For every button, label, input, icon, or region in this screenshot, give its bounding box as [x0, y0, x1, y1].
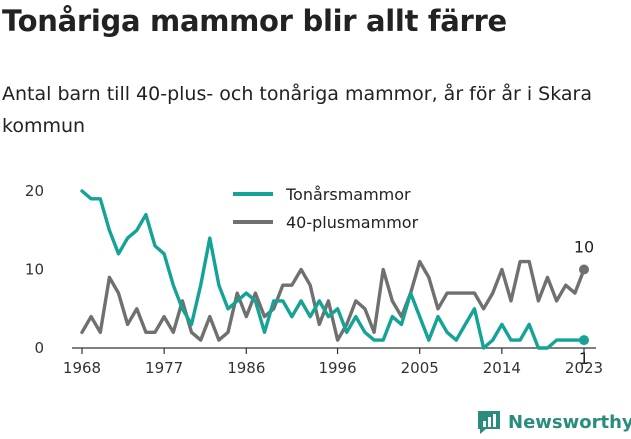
newsworthy-logo: Newsworthy	[476, 408, 631, 436]
chart-title: Tonåriga mammor blir allt färre	[2, 4, 507, 38]
end-point-tonarsmammor	[579, 335, 589, 346]
x-tick-label: 1996	[318, 359, 356, 377]
chart-subtitle: Antal barn till 40-plus- och tonåriga ma…	[2, 83, 592, 137]
x-tick-label: 1986	[227, 359, 265, 377]
series-line-tonarsmammor	[80, 189, 586, 350]
x-tick-label: 2005	[401, 359, 439, 377]
end-label-40-plusmammor: 10	[574, 238, 594, 257]
x-tick-label: 1968	[63, 359, 101, 377]
brand-name: Newsworthy	[508, 411, 631, 433]
end-point-40-plusmammor	[579, 264, 589, 275]
y-tick-label: 0	[34, 339, 44, 357]
legend-label-tonarsmammor: Tonårsmammor	[285, 185, 411, 204]
x-tick-label: 2014	[483, 359, 521, 377]
y-tick-label: 20	[25, 182, 44, 200]
x-tick-label: 2023	[565, 359, 603, 377]
y-tick-label: 10	[25, 261, 44, 279]
x-tick-label: 1977	[145, 359, 183, 377]
legend-label-40-plusmammor: 40-plusmammor	[286, 213, 419, 232]
end-label-tonarsmammor: 1	[579, 349, 589, 368]
newsworthy-logo-icon	[478, 411, 500, 434]
series-line-40-plusmammor	[80, 259, 586, 342]
